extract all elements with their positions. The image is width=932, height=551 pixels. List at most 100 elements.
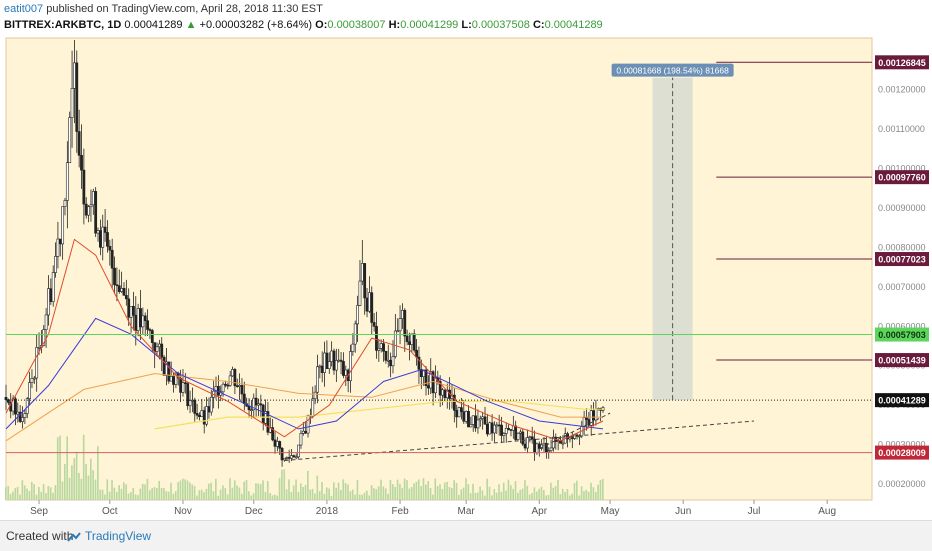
candle-body	[132, 306, 135, 316]
volume-bar	[505, 490, 507, 500]
candle-body	[396, 330, 400, 333]
candle-body	[124, 295, 128, 300]
candle-body	[457, 407, 461, 418]
candle-body	[110, 249, 114, 269]
candle-body	[231, 369, 234, 377]
volume-bar	[453, 480, 455, 500]
candle-body	[283, 458, 286, 461]
y-tick-label: 0.00060000	[878, 321, 926, 331]
level-price-label: 0.00077023	[878, 255, 926, 265]
candle-body	[547, 450, 551, 453]
candle-body	[6, 399, 10, 403]
candle-body	[275, 441, 279, 447]
candle-body	[117, 285, 121, 292]
candle-body	[233, 369, 237, 387]
volume-bar	[597, 484, 599, 500]
volume-bar	[493, 488, 496, 500]
x-tick-label: Oct	[102, 506, 118, 517]
volume-bar	[481, 490, 484, 500]
price-chart[interactable]: Sep Oct Nov Dec 2018 Feb Mar Apr May Jun Jul Aug 0.0…	[0, 0, 932, 520]
ma-mid-line	[5, 317, 604, 430]
candle-body	[32, 377, 36, 380]
volume-bar	[590, 482, 592, 500]
candle-body	[30, 378, 34, 383]
candle-body	[73, 62, 76, 89]
x-tick-label: Dec	[245, 506, 263, 517]
volume-bar	[248, 491, 250, 500]
candle-body	[294, 456, 298, 459]
last-price-label: 0.00041289	[878, 396, 926, 406]
volume-bar	[361, 494, 363, 500]
volume-bar	[269, 492, 271, 500]
volume-bar	[415, 481, 418, 500]
low-value: 0.00037508	[471, 19, 530, 31]
candle-body	[535, 443, 539, 454]
candle-body	[23, 413, 27, 418]
level-price-tag	[875, 252, 929, 267]
candle-body	[174, 372, 178, 385]
candle-body	[297, 444, 300, 458]
candle-body	[351, 343, 355, 352]
volume-bar	[448, 486, 451, 500]
candle-body	[507, 428, 511, 430]
candle-body	[339, 359, 343, 362]
candle-body	[134, 314, 138, 331]
tradingview-logo[interactable]: TradingView	[66, 529, 151, 543]
level-price-label: 0.00051439	[878, 356, 926, 366]
volume-bar	[517, 492, 519, 500]
volume-bar	[601, 478, 604, 500]
candle-body	[247, 405, 251, 411]
candle-body	[377, 347, 381, 351]
volume-bar	[89, 458, 92, 500]
candle-body	[285, 457, 289, 459]
volume-bar	[158, 480, 161, 500]
volume-bar	[519, 489, 522, 500]
volume-bar	[396, 479, 399, 500]
volume-bar	[531, 493, 533, 500]
volume-bar	[550, 482, 552, 500]
volume-bar	[462, 487, 465, 500]
candle-body	[526, 437, 529, 449]
volume-bar	[434, 478, 437, 500]
candle-body	[332, 350, 336, 371]
candle-body	[330, 350, 334, 362]
volume-bar	[281, 469, 283, 500]
volume-bar	[304, 485, 307, 500]
volume-bar	[472, 483, 474, 500]
volume-bar	[122, 482, 125, 500]
measure-label: 0.00081668 (198.54%) 81668	[616, 66, 729, 76]
candle-body	[37, 347, 41, 349]
volume-bar	[288, 479, 290, 500]
volume-bar	[571, 493, 573, 500]
y-tick-label: 0.00020000	[878, 479, 926, 489]
candle-body	[280, 447, 284, 461]
x-tick-label: Aug	[818, 506, 836, 517]
volume-bar	[179, 480, 182, 500]
candle-body	[327, 361, 331, 369]
author-link[interactable]: eatit007	[4, 3, 44, 15]
candle-body	[226, 384, 230, 387]
candle-body	[504, 428, 508, 434]
volume-bar	[174, 491, 177, 500]
candle-body	[87, 206, 90, 216]
volume-bar	[264, 491, 267, 500]
level-price-label: 0.00126845	[878, 58, 926, 68]
volume-bar	[311, 488, 314, 500]
candle-body	[89, 204, 93, 208]
candle-body	[408, 341, 411, 345]
candle-body	[410, 333, 414, 345]
volume-bar	[323, 494, 326, 500]
candle-body	[337, 359, 341, 362]
volume-bar	[429, 488, 432, 500]
volume-bar	[410, 487, 413, 500]
candle-body	[452, 394, 456, 411]
volume-bar	[325, 487, 328, 500]
symbol-name[interactable]: BITTREX:ARKBTC, 1D	[4, 19, 122, 31]
volume-bar	[49, 487, 52, 500]
volume-bar	[148, 490, 151, 500]
volume-bar	[455, 483, 458, 500]
volume-bar	[285, 489, 288, 500]
volume-bar	[559, 494, 562, 500]
volume-bar	[196, 495, 198, 500]
candle-body	[516, 433, 520, 440]
